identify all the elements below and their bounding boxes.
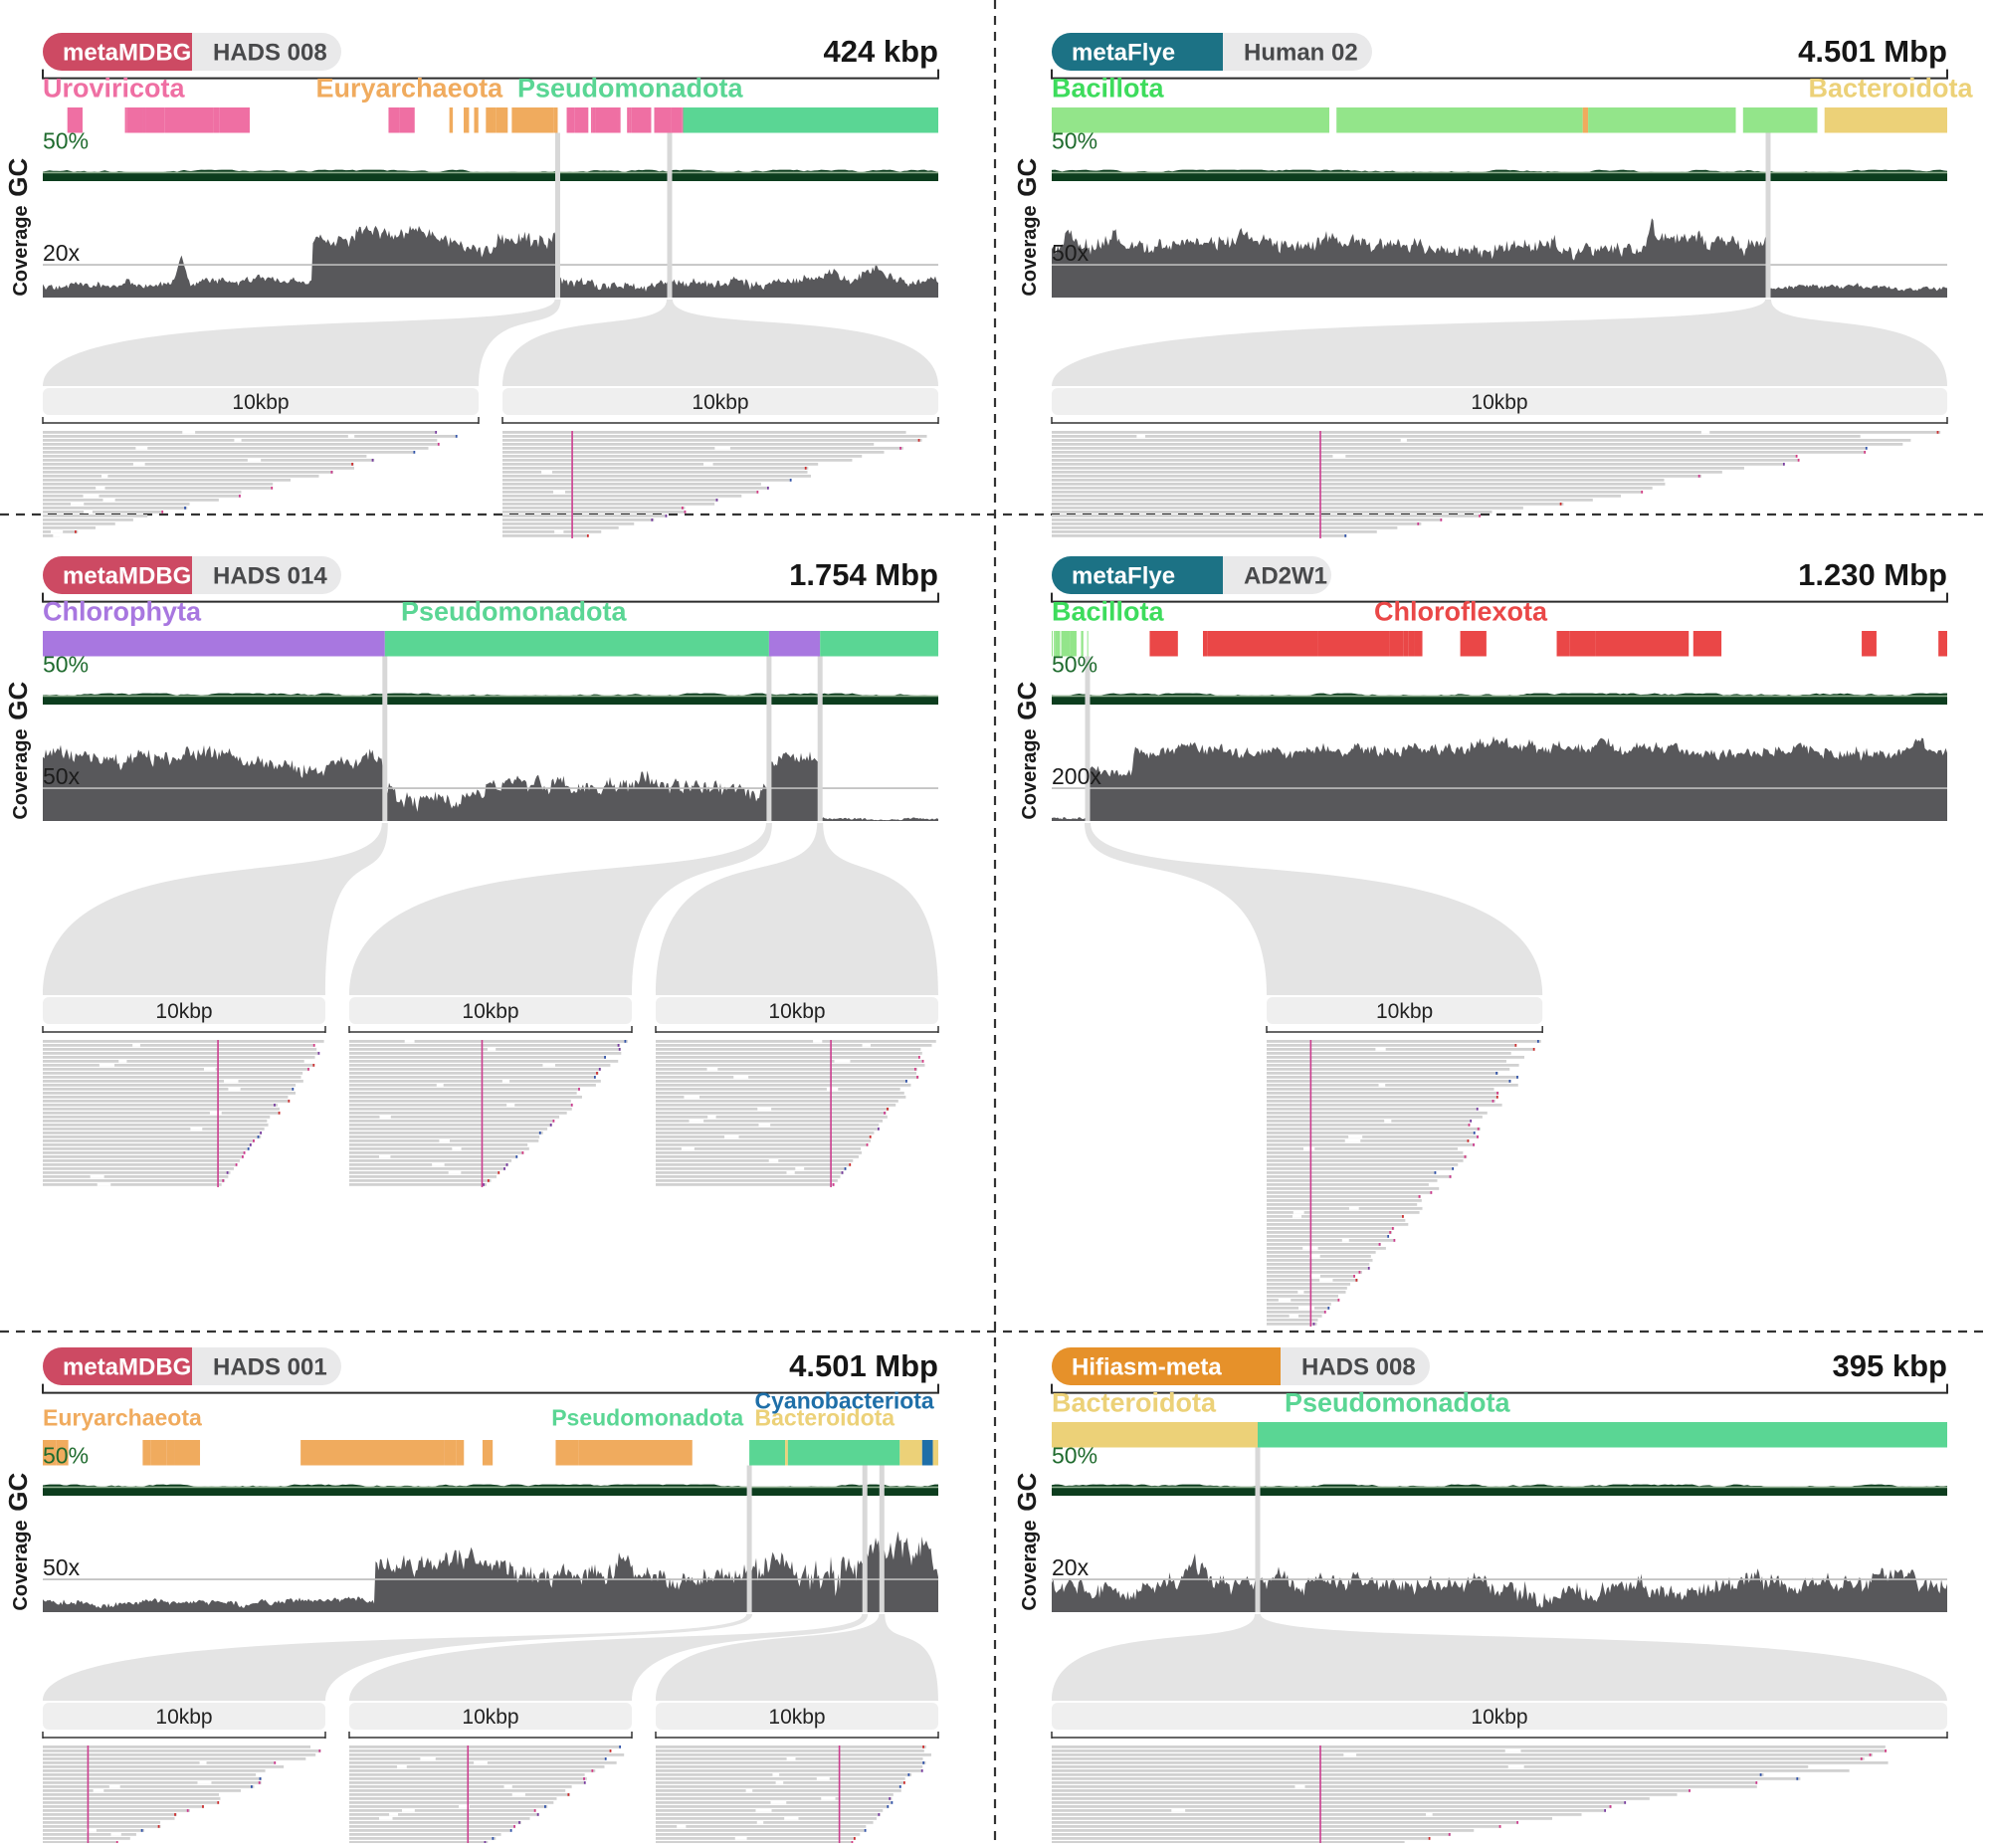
svg-text:1.754 Mbp: 1.754 Mbp bbox=[789, 557, 938, 592]
svg-text:10kbp: 10kbp bbox=[1376, 1000, 1433, 1023]
svg-text:GC: GC bbox=[1012, 1473, 1042, 1512]
svg-text:10kbp: 10kbp bbox=[462, 1706, 518, 1729]
svg-text:10kbp: 10kbp bbox=[462, 1000, 518, 1023]
svg-text:Euryarchaeota: Euryarchaeota bbox=[316, 73, 504, 103]
svg-text:20x: 20x bbox=[43, 240, 81, 266]
svg-text:50%: 50% bbox=[1052, 128, 1097, 154]
svg-text:Coverage: Coverage bbox=[1019, 728, 1041, 819]
svg-text:metaFlye: metaFlye bbox=[1072, 40, 1175, 67]
svg-text:10kbp: 10kbp bbox=[1471, 391, 1527, 414]
svg-text:Coverage: Coverage bbox=[10, 728, 32, 819]
svg-text:HADS 001: HADS 001 bbox=[213, 1354, 327, 1381]
svg-text:Pseudomonadota: Pseudomonadota bbox=[551, 1404, 743, 1430]
svg-text:1.230 Mbp: 1.230 Mbp bbox=[1798, 557, 1947, 592]
svg-text:Bacillota: Bacillota bbox=[1052, 73, 1165, 103]
svg-text:GC: GC bbox=[1012, 158, 1042, 197]
svg-text:10kbp: 10kbp bbox=[1471, 1706, 1527, 1729]
svg-text:Coverage: Coverage bbox=[1019, 1520, 1041, 1610]
svg-text:Pseudomonadota: Pseudomonadota bbox=[401, 596, 628, 626]
svg-text:Chlorophyta: Chlorophyta bbox=[43, 596, 202, 626]
svg-text:424 kbp: 424 kbp bbox=[824, 34, 938, 69]
svg-text:Chloroflexota: Chloroflexota bbox=[1374, 596, 1548, 626]
svg-text:4.501 Mbp: 4.501 Mbp bbox=[1798, 34, 1947, 69]
svg-text:Human 02: Human 02 bbox=[1244, 40, 1358, 67]
svg-text:50%: 50% bbox=[43, 128, 89, 154]
svg-text:Pseudomonadota: Pseudomonadota bbox=[1285, 1387, 1511, 1417]
svg-text:50x: 50x bbox=[1052, 240, 1090, 266]
svg-text:GC: GC bbox=[1012, 682, 1042, 720]
svg-text:metaFlye: metaFlye bbox=[1072, 563, 1175, 590]
svg-text:395 kbp: 395 kbp bbox=[1833, 1348, 1947, 1383]
svg-text:HADS 008: HADS 008 bbox=[213, 40, 327, 67]
svg-text:50%: 50% bbox=[43, 1443, 89, 1469]
svg-text:50%: 50% bbox=[43, 652, 89, 678]
svg-text:Coverage: Coverage bbox=[10, 205, 32, 296]
svg-text:Uroviricota: Uroviricota bbox=[43, 73, 186, 103]
svg-text:metaMDBG: metaMDBG bbox=[63, 40, 191, 67]
svg-text:50x: 50x bbox=[43, 763, 81, 789]
svg-text:10kbp: 10kbp bbox=[768, 1706, 825, 1729]
svg-text:HADS 014: HADS 014 bbox=[213, 563, 327, 590]
svg-text:AD2W1: AD2W1 bbox=[1244, 563, 1327, 590]
svg-text:Bacteroidota: Bacteroidota bbox=[1052, 1387, 1217, 1417]
svg-text:Pseudomonadota: Pseudomonadota bbox=[517, 73, 744, 103]
svg-text:Coverage: Coverage bbox=[1019, 205, 1041, 296]
svg-text:metaMDBG: metaMDBG bbox=[63, 563, 191, 590]
svg-text:Euryarchaeota: Euryarchaeota bbox=[43, 1404, 202, 1430]
svg-text:10kbp: 10kbp bbox=[692, 391, 748, 414]
svg-text:Coverage: Coverage bbox=[10, 1520, 32, 1610]
svg-text:10kbp: 10kbp bbox=[155, 1000, 212, 1023]
svg-text:Hifiasm-meta: Hifiasm-meta bbox=[1072, 1354, 1222, 1381]
svg-text:4.501 Mbp: 4.501 Mbp bbox=[789, 1348, 938, 1383]
svg-text:Cyanobacteriota: Cyanobacteriota bbox=[755, 1387, 934, 1413]
svg-text:GC: GC bbox=[3, 1473, 33, 1512]
svg-text:10kbp: 10kbp bbox=[232, 391, 289, 414]
svg-text:20x: 20x bbox=[1052, 1554, 1090, 1580]
svg-text:50x: 50x bbox=[43, 1554, 81, 1580]
svg-text:10kbp: 10kbp bbox=[155, 1706, 212, 1729]
svg-text:50%: 50% bbox=[1052, 652, 1097, 678]
svg-text:HADS 008: HADS 008 bbox=[1301, 1354, 1416, 1381]
svg-text:Bacillota: Bacillota bbox=[1052, 596, 1165, 626]
svg-text:Bacteroidota: Bacteroidota bbox=[1809, 73, 1974, 103]
svg-text:GC: GC bbox=[3, 682, 33, 720]
svg-text:10kbp: 10kbp bbox=[768, 1000, 825, 1023]
svg-text:GC: GC bbox=[3, 158, 33, 197]
svg-text:200x: 200x bbox=[1052, 763, 1101, 789]
svg-text:metaMDBG: metaMDBG bbox=[63, 1354, 191, 1381]
svg-text:50%: 50% bbox=[1052, 1443, 1097, 1469]
